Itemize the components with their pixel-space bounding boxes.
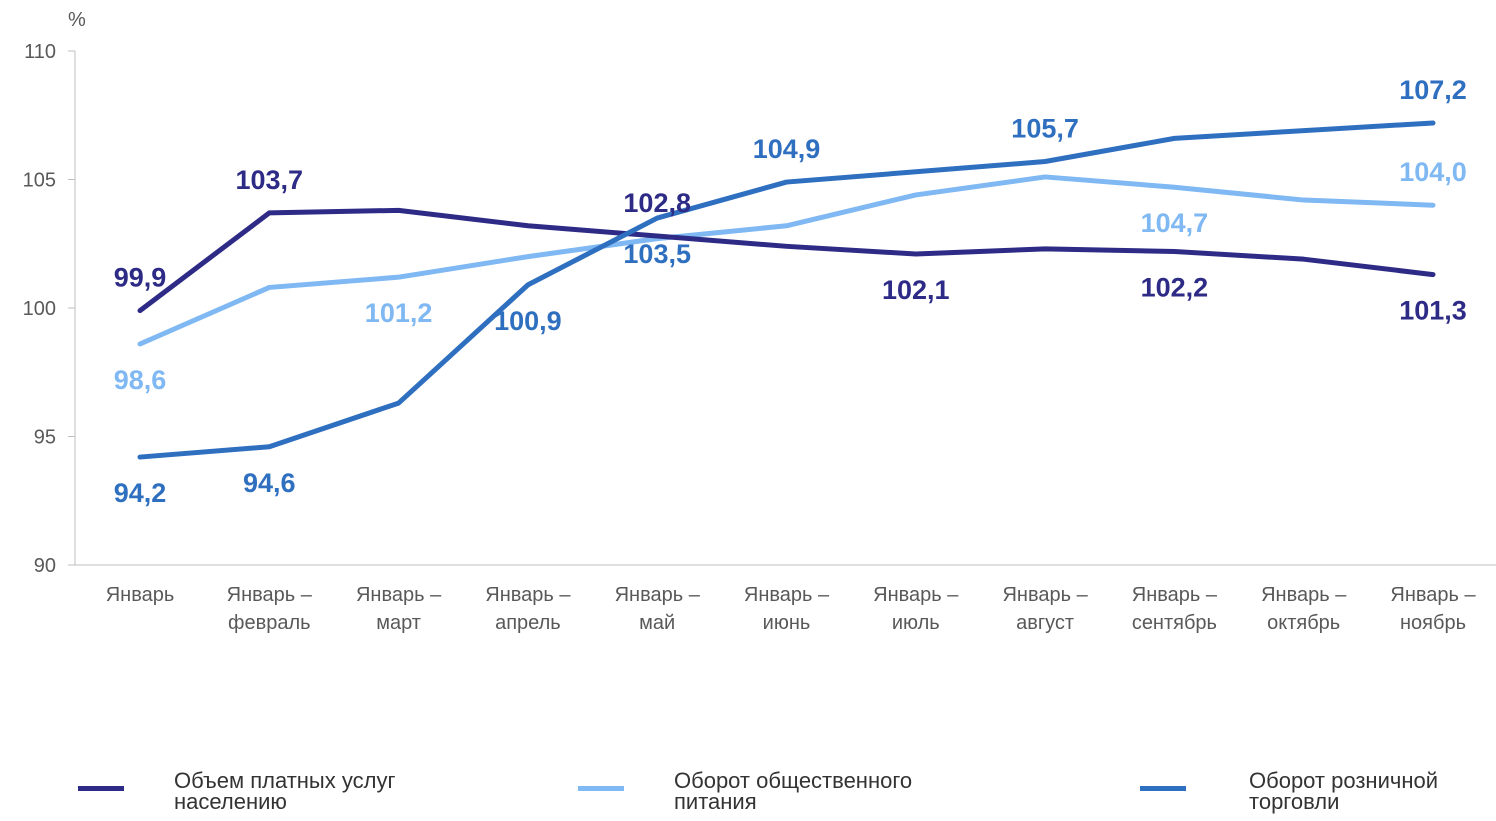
data-label: 105,7 bbox=[1011, 114, 1079, 144]
y-axis-unit-label: % bbox=[68, 9, 86, 31]
data-label: 101,2 bbox=[365, 298, 433, 328]
data-label: 102,8 bbox=[623, 188, 691, 218]
x-axis: Январь Январь – февраль Январь – март Январь … bbox=[75, 564, 1496, 634]
legend-item-paid-services: Объем платных услуг населению bbox=[78, 768, 474, 814]
legend-item-catering: Оборот общественного питания bbox=[578, 768, 974, 814]
data-label: 102,1 bbox=[882, 275, 950, 305]
data-label: 100,9 bbox=[494, 306, 562, 336]
x-tick-label: июль bbox=[892, 612, 940, 634]
x-tick-label: Январь – bbox=[227, 584, 313, 606]
series-line bbox=[137, 207, 1436, 314]
x-tick-label: Январь bbox=[106, 584, 175, 606]
y-axis: 90 95 100 105 110 bbox=[23, 41, 76, 577]
x-tick-label: ноябрь bbox=[1400, 612, 1466, 634]
series-lines bbox=[137, 120, 1436, 460]
series-line bbox=[137, 174, 1436, 347]
data-labels: 99,9 103,7 102,8 102,1 102,2 101,3 98,6 101,2 10… bbox=[114, 75, 1467, 508]
x-tick-label: Январь – bbox=[744, 584, 830, 606]
x-tick-label: Январь – bbox=[615, 584, 701, 606]
x-tick-label: Январь – bbox=[356, 584, 442, 606]
x-tick-label: февраль bbox=[228, 612, 311, 634]
x-tick-label: май bbox=[639, 612, 675, 634]
y-tick-label: 95 bbox=[34, 427, 56, 449]
y-tick-label: 100 bbox=[23, 298, 56, 320]
legend-swatch bbox=[578, 786, 624, 791]
data-label: 98,6 bbox=[114, 365, 167, 395]
y-tick-label: 105 bbox=[23, 170, 56, 192]
data-label: 103,7 bbox=[236, 165, 304, 195]
x-tick-label: октябрь bbox=[1267, 612, 1340, 634]
data-label: 94,6 bbox=[243, 468, 296, 498]
data-label: 103,5 bbox=[623, 239, 691, 269]
x-tick-label: март bbox=[376, 612, 421, 634]
x-tick-label: Январь – bbox=[1002, 584, 1088, 606]
x-tick-label: сентябрь bbox=[1132, 612, 1217, 634]
x-tick-label: Январь – bbox=[1390, 584, 1476, 606]
data-label: 107,2 bbox=[1399, 75, 1467, 105]
x-tick-label: апрель bbox=[495, 612, 561, 634]
x-tick-label: Январь – bbox=[1132, 584, 1218, 606]
y-tick-label: 110 bbox=[24, 41, 56, 63]
legend-label: Оборот общественного питания bbox=[674, 768, 913, 814]
x-tick-label: Январь – bbox=[873, 584, 959, 606]
x-tick-label: июнь bbox=[763, 612, 811, 634]
legend-swatch bbox=[1140, 786, 1186, 791]
data-label: 99,9 bbox=[114, 263, 167, 293]
data-label: 104,0 bbox=[1399, 157, 1467, 187]
legend-item-retail: Оборот розничной торговли bbox=[1140, 768, 1489, 814]
x-tick-label: Январь – bbox=[1261, 584, 1347, 606]
data-label: 101,3 bbox=[1399, 296, 1467, 326]
x-tick-label: август bbox=[1016, 612, 1074, 634]
y-tick-label: 90 bbox=[34, 555, 56, 577]
data-label: 94,2 bbox=[114, 478, 167, 508]
data-label: 102,2 bbox=[1141, 272, 1209, 302]
data-label: 104,7 bbox=[1141, 208, 1209, 238]
series-line bbox=[137, 120, 1436, 460]
data-label: 104,9 bbox=[753, 134, 821, 164]
legend-label: Оборот розничной торговли bbox=[1249, 768, 1439, 814]
legend-label: Объем платных услуг населению bbox=[174, 768, 396, 814]
x-tick-label: Январь – bbox=[485, 584, 571, 606]
legend-swatch bbox=[78, 786, 124, 791]
